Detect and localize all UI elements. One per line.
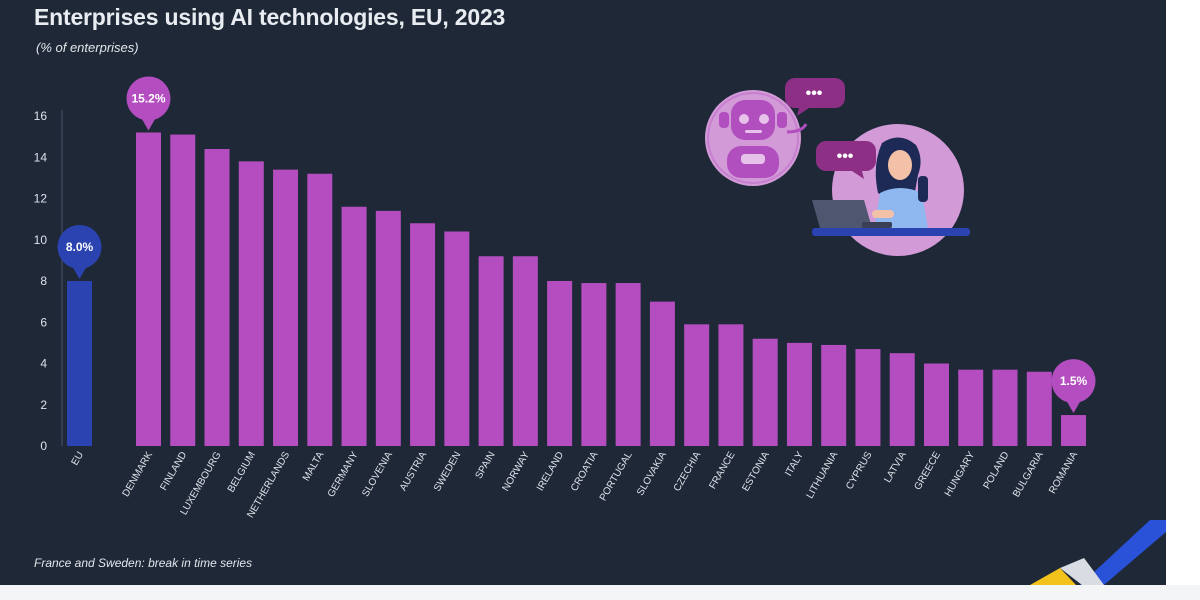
x-tick-label: CYPRUS bbox=[844, 450, 875, 492]
bar-sweden bbox=[444, 231, 470, 446]
x-tick-label: BELGIUM bbox=[226, 450, 258, 494]
bar-portugal bbox=[615, 283, 641, 446]
x-tick-label: HUNGARY bbox=[943, 450, 978, 499]
bar-slovakia bbox=[649, 301, 675, 446]
bar-eu bbox=[67, 281, 92, 446]
x-tick-label: GERMANY bbox=[326, 450, 361, 500]
x-tick-label: ITALY bbox=[783, 450, 806, 479]
x-tick-label: MALTA bbox=[301, 450, 327, 483]
y-tick-label: 2 bbox=[40, 398, 47, 412]
callout-bubble bbox=[57, 225, 102, 269]
chat-bubble-text: ••• bbox=[837, 148, 854, 165]
x-tick-label: POLAND bbox=[982, 450, 1012, 491]
callout-label: 1.5% bbox=[1060, 374, 1088, 388]
bar-poland bbox=[992, 369, 1018, 446]
chart-panel: Enterprises using AI technologies, EU, 2… bbox=[0, 0, 1166, 585]
value-callout: 1.5% bbox=[1051, 359, 1096, 414]
x-tick-label: LITHUANIA bbox=[805, 450, 841, 501]
chat-bubble-icon: ••• bbox=[785, 78, 845, 116]
value-callouts: 8.0% 15.2% 1.5% bbox=[57, 76, 1096, 414]
callout-label: 15.2% bbox=[131, 92, 165, 106]
bar-estonia bbox=[752, 338, 778, 446]
x-tick-label: CROATIA bbox=[569, 450, 601, 494]
bar-lithuania bbox=[821, 344, 847, 446]
bar-cyprus bbox=[855, 349, 881, 446]
y-tick-label: 0 bbox=[40, 439, 47, 453]
robot-icon bbox=[705, 90, 808, 186]
bar-netherlands bbox=[273, 169, 299, 446]
bottom-strip bbox=[0, 585, 1200, 600]
chat-bubble-text: ••• bbox=[806, 85, 823, 102]
bar-france bbox=[718, 324, 744, 446]
x-tick-label: PORTUGAL bbox=[598, 450, 635, 503]
bar-spain bbox=[478, 256, 504, 446]
x-tick-label: ROMANIA bbox=[1047, 450, 1080, 496]
y-tick-label: 16 bbox=[34, 109, 48, 123]
x-tick-label: FINLAND bbox=[158, 450, 189, 493]
callout-label: 8.0% bbox=[66, 240, 94, 254]
x-tick-label: SWEDEN bbox=[432, 450, 463, 494]
chart-title: Enterprises using AI technologies, EU, 2… bbox=[34, 4, 506, 30]
bars bbox=[67, 132, 1087, 446]
bar-luxembourg bbox=[204, 149, 230, 446]
value-callout: 8.0% bbox=[57, 225, 102, 279]
x-tick-label: GREECE bbox=[912, 450, 943, 492]
bar-finland bbox=[170, 134, 196, 446]
x-tick-label: SLOVENIA bbox=[360, 450, 395, 499]
eurostat-corner-logo bbox=[1030, 520, 1166, 585]
x-tick-label: IRELAND bbox=[535, 450, 566, 493]
bar-romania bbox=[1061, 415, 1087, 446]
callout-pointer bbox=[1065, 399, 1082, 414]
callout-bubble bbox=[1051, 359, 1096, 404]
bar-denmark bbox=[136, 132, 161, 446]
x-tick-label: AUSTRIA bbox=[398, 450, 429, 493]
x-tick-label: FRANCE bbox=[707, 450, 737, 491]
y-tick-label: 4 bbox=[40, 357, 47, 371]
chat-bubble-icon: ••• bbox=[816, 141, 876, 179]
bar-germany bbox=[341, 206, 367, 446]
bar-latvia bbox=[889, 353, 915, 446]
callout-bubble bbox=[126, 76, 171, 121]
value-callout: 15.2% bbox=[126, 76, 171, 131]
callout-pointer bbox=[140, 116, 157, 131]
x-tick-label: CZECHIA bbox=[672, 450, 704, 494]
bar-croatia bbox=[581, 283, 607, 446]
bar-norway bbox=[512, 256, 538, 446]
footnote: France and Sweden: break in time series bbox=[34, 556, 253, 570]
y-tick-label: 10 bbox=[34, 233, 48, 247]
bar-malta bbox=[307, 173, 333, 446]
y-tick-label: 12 bbox=[34, 192, 48, 206]
x-tick-label: ESTONIA bbox=[740, 450, 772, 494]
bar-slovenia bbox=[375, 210, 401, 446]
x-tick-label: BULGARIA bbox=[1011, 450, 1046, 500]
bar-italy bbox=[786, 342, 812, 446]
chart-subtitle: (% of enterprises) bbox=[36, 40, 139, 55]
x-tick-label: LATVIA bbox=[882, 450, 909, 485]
callout-pointer bbox=[71, 265, 88, 279]
y-axis: 0 2 4 6 8 10 12 14 16 bbox=[34, 109, 63, 453]
x-tick-label: EU bbox=[70, 450, 86, 468]
bar-czechia bbox=[684, 324, 710, 446]
y-tick-label: 8 bbox=[40, 274, 47, 288]
x-tick-label: DENMARK bbox=[121, 450, 156, 499]
x-tick-label: NORWAY bbox=[501, 450, 533, 494]
y-tick-label: 14 bbox=[34, 150, 48, 164]
bar-ireland bbox=[547, 281, 573, 446]
x-tick-label: SLOVAKIA bbox=[635, 450, 669, 498]
ai-illustration: ••• ••• bbox=[705, 78, 970, 256]
y-tick-label: 6 bbox=[40, 315, 47, 329]
bar-greece bbox=[923, 363, 949, 446]
bar-austria bbox=[410, 223, 436, 446]
x-tick-label: SPAIN bbox=[474, 450, 498, 481]
bar-hungary bbox=[958, 369, 984, 446]
bar-bulgaria bbox=[1026, 371, 1052, 446]
bar-belgium bbox=[238, 161, 264, 446]
